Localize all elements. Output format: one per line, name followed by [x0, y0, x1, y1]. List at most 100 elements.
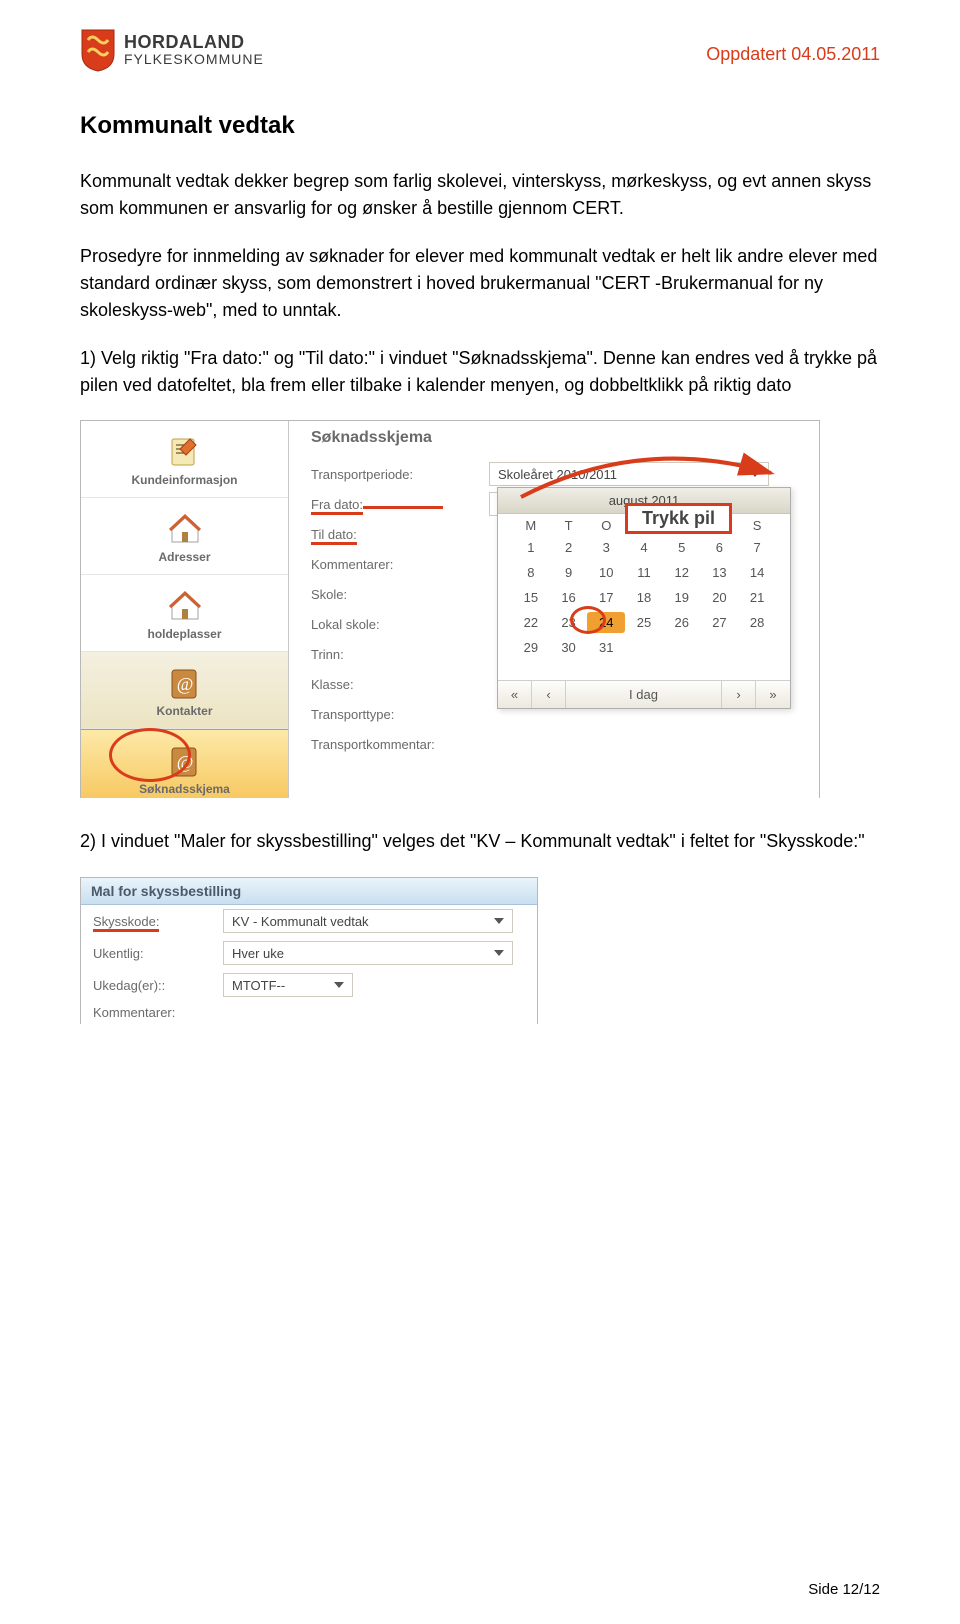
nav-next-button[interactable]: › — [722, 681, 756, 708]
step-1-text: 1) Velg riktig "Fra dato:" og "Til dato:… — [80, 345, 880, 398]
day[interactable]: 4 — [625, 537, 663, 558]
day[interactable]: 14 — [738, 562, 776, 583]
logo: HORDALAND FYLKESKOMMUNE — [80, 28, 264, 72]
dow: S — [738, 518, 776, 533]
day[interactable]: 7 — [738, 537, 776, 558]
day[interactable]: 16 — [550, 587, 588, 608]
panel-title: Mal for skyssbestilling — [81, 878, 537, 905]
sidebar-item-kundeinformasjon[interactable]: Kundeinformasjon — [81, 421, 288, 498]
sidebar-item-adresser[interactable]: Adresser — [81, 498, 288, 575]
day[interactable]: 20 — [701, 587, 739, 608]
day[interactable]: 25 — [625, 612, 663, 633]
datepicker-week: 1234567 — [498, 535, 790, 560]
logo-shield-icon — [80, 28, 116, 72]
day[interactable] — [625, 637, 663, 658]
day[interactable]: 6 — [701, 537, 739, 558]
day[interactable]: 28 — [738, 612, 776, 633]
day[interactable]: 11 — [625, 562, 663, 583]
house-icon — [166, 510, 204, 548]
day[interactable]: 3 — [587, 537, 625, 558]
sidebar-label: Kundeinformasjon — [131, 473, 237, 487]
day[interactable]: 26 — [663, 612, 701, 633]
svg-text:@: @ — [176, 674, 193, 694]
datepicker-week: 891011121314 — [498, 560, 790, 585]
day[interactable]: 27 — [701, 612, 739, 633]
datepicker-nav: « ‹ I dag › » — [498, 680, 790, 708]
updated-date: Oppdatert 04.05.2011 — [706, 44, 880, 65]
dow: T — [550, 518, 588, 533]
nav-prev-button[interactable]: ‹ — [532, 681, 566, 708]
nav-today-button[interactable]: I dag — [566, 681, 722, 708]
value-text: Hver uke — [232, 946, 284, 961]
chevron-down-icon — [334, 982, 344, 988]
sidebar-label: Kontakter — [156, 704, 212, 718]
day[interactable]: 18 — [625, 587, 663, 608]
house-icon — [166, 587, 204, 625]
label-transportperiode: Transportperiode: — [311, 467, 489, 482]
nav-first-button[interactable]: « — [498, 681, 532, 708]
chevron-down-icon — [494, 918, 504, 924]
dow: M — [512, 518, 550, 533]
label-ukedag: Ukedag(er):: — [93, 978, 223, 993]
chevron-down-icon — [494, 950, 504, 956]
day[interactable]: 22 — [512, 612, 550, 633]
datepicker-week: 15161718192021 — [498, 585, 790, 610]
sidebar-item-holdeplasser[interactable]: holdeplasser — [81, 575, 288, 652]
label-skysskode: Skysskode: — [93, 914, 223, 929]
day[interactable]: 17 — [587, 587, 625, 608]
label-text: Skysskode: — [93, 914, 159, 932]
day[interactable]: 8 — [512, 562, 550, 583]
datepicker-week: 22232425262728 — [498, 610, 790, 635]
day[interactable] — [701, 637, 739, 658]
label-kommentarer: Kommentarer: — [93, 1005, 223, 1020]
sidebar-item-kontakter[interactable]: @ Kontakter — [81, 652, 288, 729]
day[interactable]: 5 — [663, 537, 701, 558]
notepad-icon — [166, 433, 204, 471]
screenshot-soknadsskjema: Kundeinformasjon Adresser holdeplasser @… — [80, 420, 820, 798]
day[interactable]: 2 — [550, 537, 588, 558]
sidebar-item-soknadsskjema[interactable]: @ Søknadsskjema — [81, 729, 288, 798]
label-lokal-skole: Lokal skole: — [311, 617, 489, 632]
day[interactable]: 9 — [550, 562, 588, 583]
day[interactable]: 10 — [587, 562, 625, 583]
label-skole: Skole: — [311, 587, 489, 602]
logo-line2: FYLKESKOMMUNE — [124, 52, 264, 67]
page-footer: Side 12/12 — [808, 1581, 880, 1598]
row-kommentarer: Kommentarer: — [81, 1001, 537, 1024]
day[interactable]: 29 — [512, 637, 550, 658]
select-ukedag[interactable]: MTOTF-- — [223, 973, 353, 997]
row-transportkommentar: Transportkommentar: — [311, 729, 815, 759]
sidebar-label: holdeplasser — [147, 627, 221, 641]
day[interactable]: 13 — [701, 562, 739, 583]
select-ukentlig[interactable]: Hver uke — [223, 941, 513, 965]
day[interactable]: 12 — [663, 562, 701, 583]
nav-last-button[interactable]: » — [756, 681, 790, 708]
day[interactable]: 19 — [663, 587, 701, 608]
label-text: Fra dato: — [311, 497, 363, 515]
row-ukentlig: Ukentlig: Hver uke — [81, 937, 537, 969]
label-ukentlig: Ukentlig: — [93, 946, 223, 961]
sidebar-label: Søknadsskjema — [139, 782, 230, 796]
sidebar-label: Adresser — [158, 550, 210, 564]
day[interactable]: 30 — [550, 637, 588, 658]
day[interactable] — [663, 637, 701, 658]
select-skysskode[interactable]: KV - Kommunalt vedtak — [223, 909, 513, 933]
label-fra-dato: Fra dato: — [311, 497, 489, 512]
row-skysskode: Skysskode: KV - Kommunalt vedtak — [81, 905, 537, 937]
callout-trykk-pil: Trykk pil — [625, 503, 732, 534]
step-2-text: 2) I vinduet "Maler for skyssbestilling"… — [80, 828, 880, 855]
label-til-dato: Til dato: — [311, 527, 489, 542]
day[interactable]: 15 — [512, 587, 550, 608]
value-text: KV - Kommunalt vedtak — [232, 914, 369, 929]
paragraph-1: Kommunalt vedtak dekker begrep som farli… — [80, 168, 880, 221]
day[interactable]: 21 — [738, 587, 776, 608]
sidebar: Kundeinformasjon Adresser holdeplasser @… — [81, 421, 289, 798]
day[interactable] — [738, 637, 776, 658]
label-transporttype: Transporttype: — [311, 707, 489, 722]
day[interactable]: 1 — [512, 537, 550, 558]
label-text: Til dato: — [311, 527, 357, 545]
label-klasse: Klasse: — [311, 677, 489, 692]
day[interactable]: 31 — [587, 637, 625, 658]
label-trinn: Trinn: — [311, 647, 489, 662]
label-transportkommentar: Transportkommentar: — [311, 737, 489, 752]
